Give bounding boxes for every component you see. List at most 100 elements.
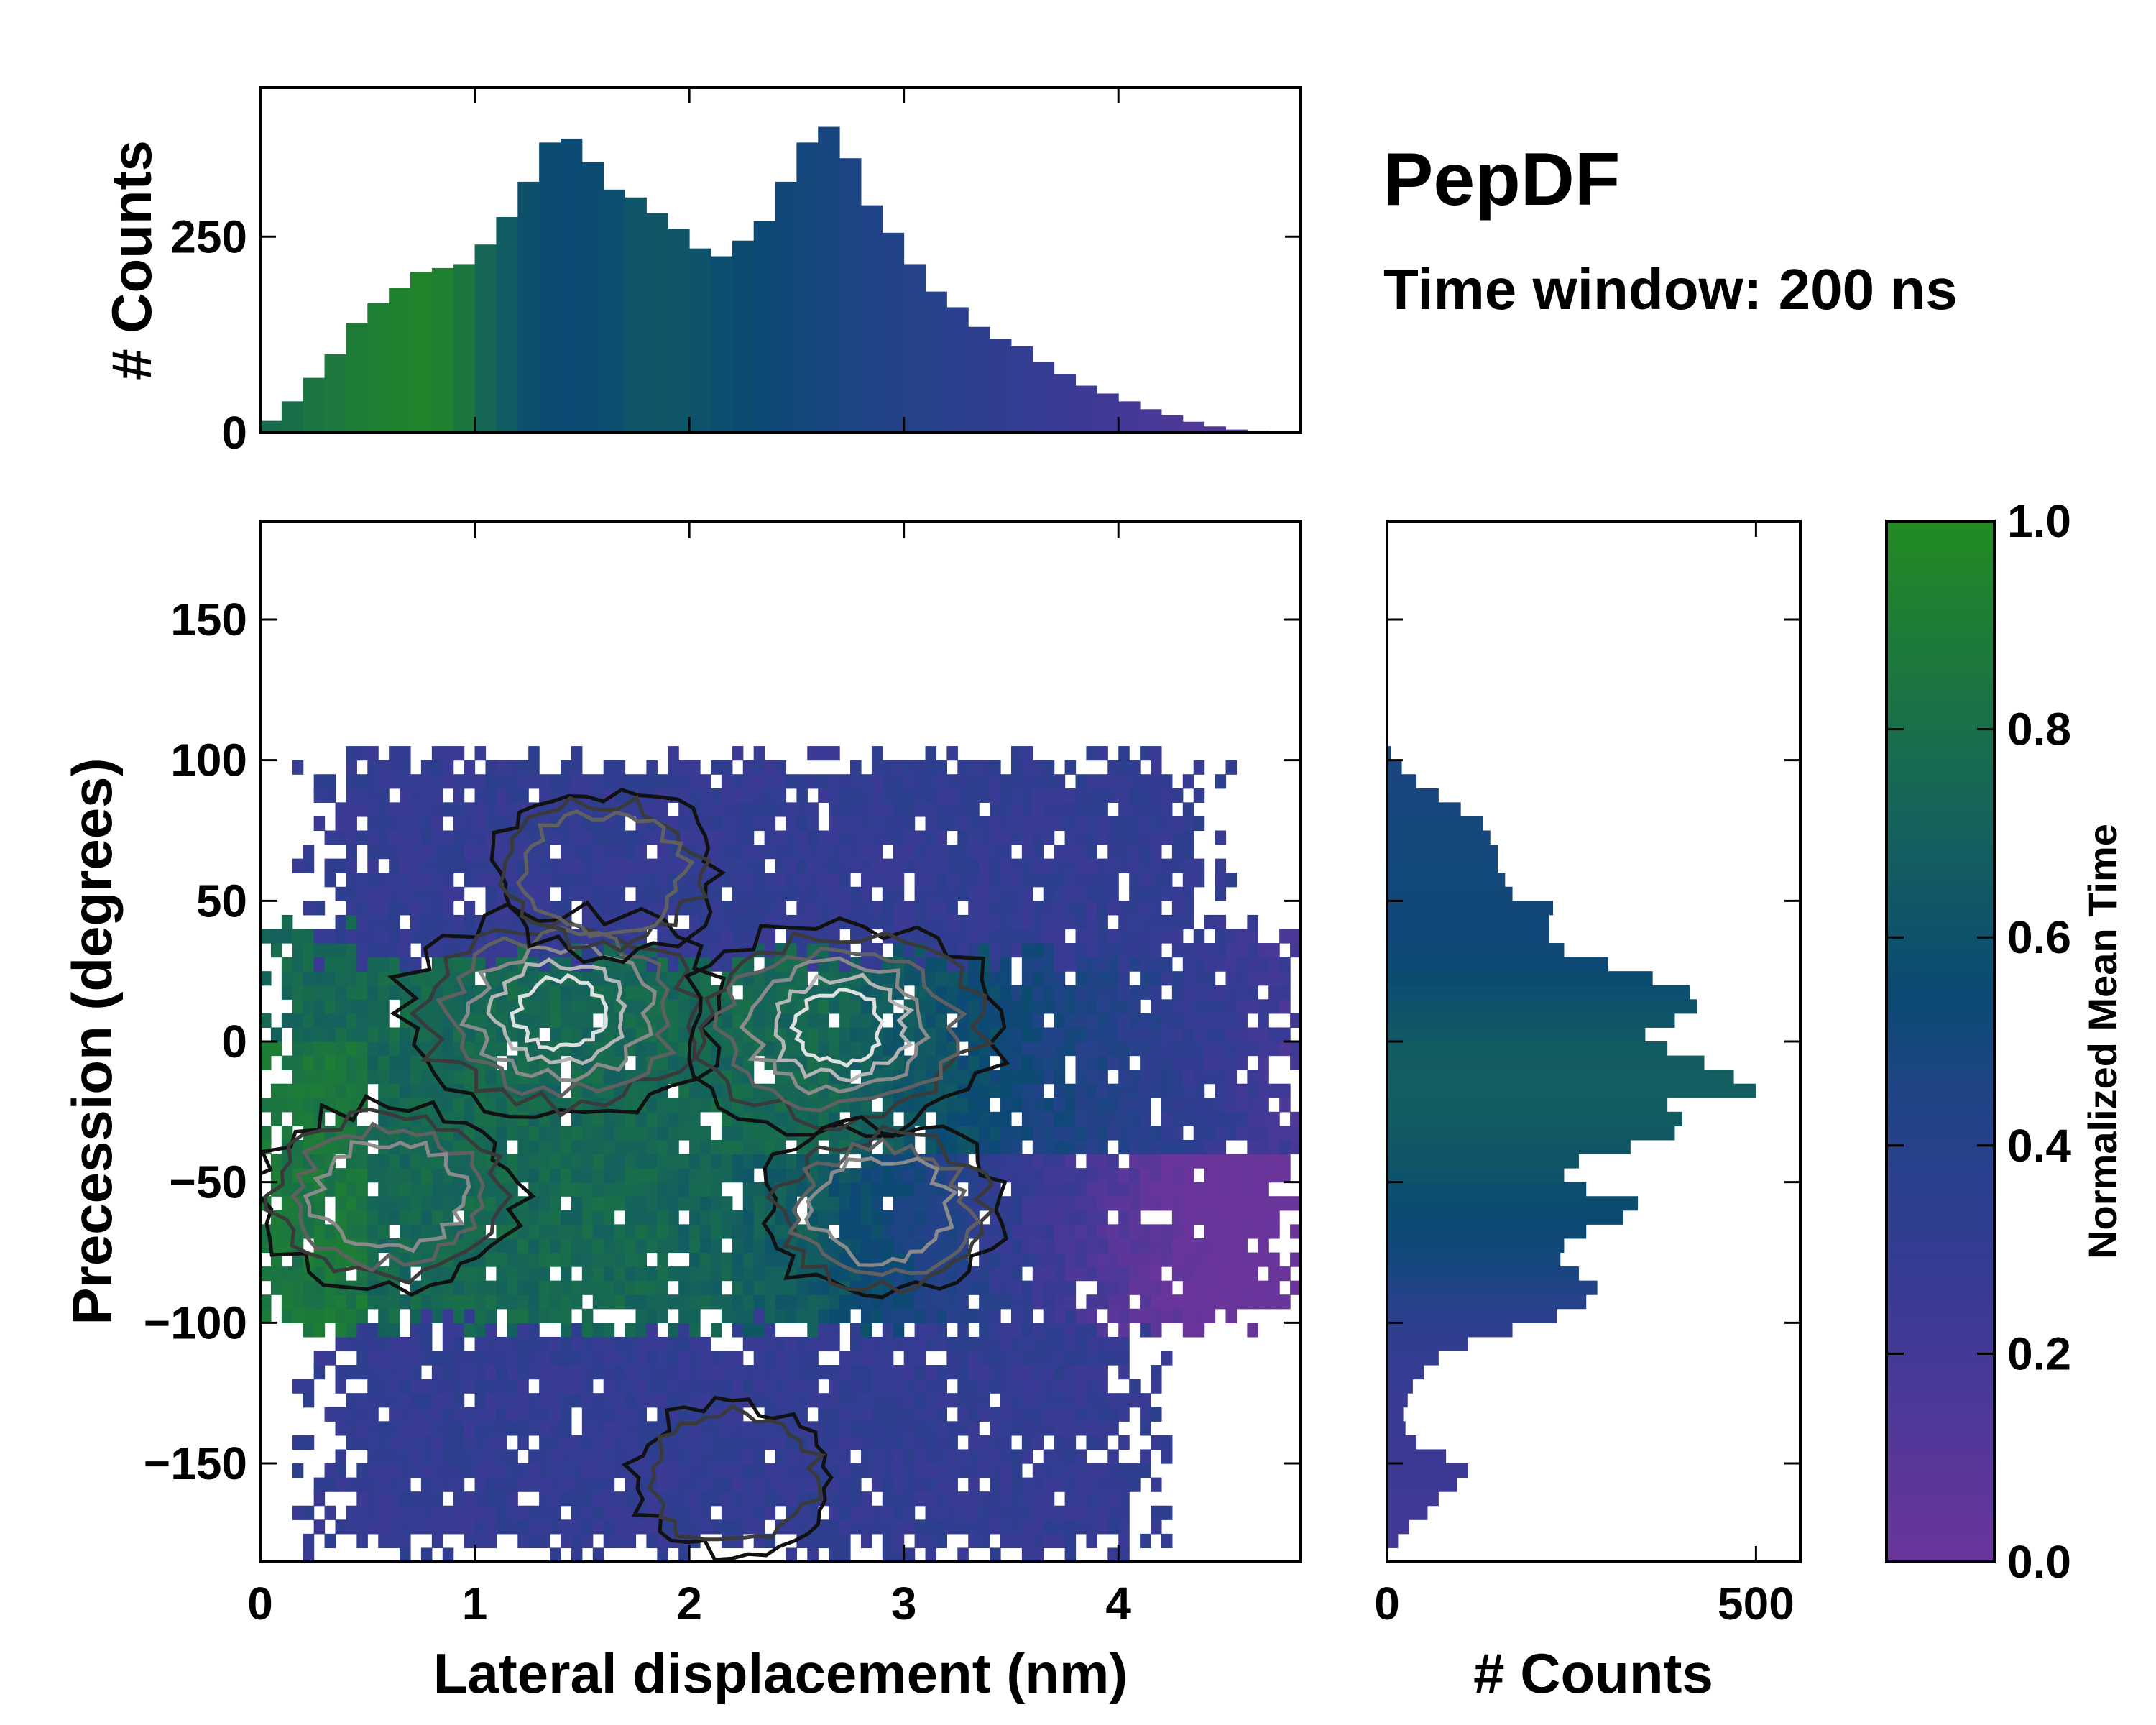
heatmap-cell — [721, 1449, 733, 1464]
heatmap-cell — [485, 1421, 497, 1436]
heatmap-cell — [850, 886, 862, 901]
heatmap-cell — [303, 1533, 315, 1549]
heatmap-cell — [925, 1421, 937, 1436]
heatmap-cell — [474, 957, 487, 972]
heatmap-cell — [464, 1421, 476, 1436]
heatmap-cell — [796, 774, 808, 789]
heatmap-cell — [1032, 858, 1044, 873]
heatmap-cell — [1064, 1533, 1077, 1549]
heatmap-cell — [871, 1365, 883, 1380]
heatmap-cell — [560, 1294, 572, 1310]
heatmap-cell — [367, 1435, 379, 1450]
heatmap-cell — [1010, 943, 1023, 958]
heatmap-cell — [1171, 1098, 1184, 1113]
heatmap-cell — [560, 1182, 572, 1197]
heatmap-cell — [346, 1505, 357, 1520]
heatmap-cell — [303, 1308, 315, 1323]
heatmap-cell — [700, 1505, 711, 1520]
heatmap-cell — [1182, 1041, 1194, 1057]
heatmap-cell — [474, 1407, 487, 1422]
heatmap-cell — [1161, 1449, 1173, 1464]
heatmap-cell — [571, 1379, 583, 1394]
heatmap-cell — [581, 1351, 594, 1366]
heatmap-cell — [507, 858, 518, 873]
heatmap-cell — [560, 1224, 572, 1239]
heatmap-cell — [539, 1351, 550, 1366]
heatmap-cell — [356, 1210, 368, 1225]
heatmap-cell — [871, 1477, 883, 1492]
heatmap-cell — [710, 1168, 722, 1183]
heatmap-cell — [1236, 1182, 1248, 1197]
heatmap-cell — [1000, 1070, 1012, 1085]
heatmap-cell — [1043, 1252, 1055, 1267]
heatmap-cell — [389, 1294, 400, 1310]
heatmap-cell — [732, 1224, 744, 1239]
heatmap-cell — [1097, 985, 1108, 1000]
density-contour — [303, 1140, 471, 1254]
heatmap-cell — [389, 802, 400, 817]
heatmap-cell — [507, 1252, 518, 1267]
top-histogram-bar — [1204, 426, 1227, 433]
heatmap-cell — [818, 873, 829, 888]
heatmap-cell — [303, 1098, 315, 1113]
heatmap-cell — [968, 1449, 980, 1464]
heatmap-cell — [957, 1351, 969, 1366]
heatmap-cell — [1193, 1252, 1205, 1267]
heatmap-cell — [1151, 788, 1162, 803]
right-histogram-bar — [1387, 845, 1498, 860]
heatmap-cell — [721, 873, 733, 888]
heatmap-cell — [400, 816, 411, 832]
heatmap-cell — [1225, 1041, 1238, 1057]
heatmap-cell — [657, 1098, 668, 1113]
heatmap-cell — [839, 1252, 851, 1267]
heatmap-cell — [1086, 830, 1097, 845]
heatmap-cell — [860, 816, 872, 832]
right-xtick-label: 0 — [1374, 1578, 1400, 1629]
density-contour — [263, 1107, 513, 1285]
heatmap-cell — [1043, 1491, 1055, 1506]
heatmap-cell — [550, 1477, 561, 1492]
heatmap-cell — [324, 957, 336, 972]
heatmap-cell — [1021, 1351, 1033, 1366]
heatmap-cell — [1182, 971, 1194, 986]
heatmap-cell — [571, 1491, 583, 1506]
heatmap-cell — [829, 1294, 840, 1310]
heatmap-cell — [1043, 957, 1055, 972]
heatmap-cell — [442, 1070, 454, 1085]
heatmap-cell — [893, 1505, 905, 1520]
heatmap-cell — [346, 1027, 357, 1042]
heatmap-cell — [882, 1041, 894, 1057]
heatmap-cell — [1032, 802, 1044, 817]
heatmap-cell — [1021, 1294, 1033, 1310]
density-contour — [647, 1404, 826, 1542]
heatmap-cell — [753, 1477, 765, 1492]
heatmap-cell — [1043, 858, 1055, 873]
heatmap-cell — [914, 1449, 926, 1464]
heatmap-cell — [324, 999, 336, 1014]
heatmap-cell — [550, 1027, 561, 1042]
heatmap-cell — [1032, 1070, 1044, 1085]
heatmap-cell — [1193, 1027, 1205, 1042]
heatmap-cell — [1010, 914, 1023, 930]
heatmap-cell — [871, 1351, 883, 1366]
heatmap-cell — [1215, 1083, 1227, 1098]
heatmap-cell — [839, 858, 851, 873]
heatmap-cell — [1075, 873, 1087, 888]
heatmap-cell — [753, 1210, 765, 1225]
heatmap-cell — [1032, 774, 1044, 789]
heatmap-cell — [389, 1168, 400, 1183]
heatmap-cell — [1151, 1505, 1162, 1520]
heatmap-cell — [914, 774, 926, 789]
heatmap-cell — [635, 1407, 648, 1422]
heatmap-cell — [400, 1477, 411, 1492]
heatmap-cell — [1107, 1519, 1119, 1535]
heatmap-cell — [657, 1266, 668, 1282]
heatmap-cell — [453, 1477, 465, 1492]
heatmap-cell — [1000, 1252, 1012, 1267]
heatmap-cell — [968, 1463, 980, 1478]
heatmap-cell — [614, 1238, 626, 1254]
heatmap-cell — [431, 1154, 443, 1169]
heatmap-cell — [1268, 1111, 1280, 1127]
heatmap-cell — [732, 914, 744, 930]
heatmap-cell — [528, 1224, 540, 1239]
